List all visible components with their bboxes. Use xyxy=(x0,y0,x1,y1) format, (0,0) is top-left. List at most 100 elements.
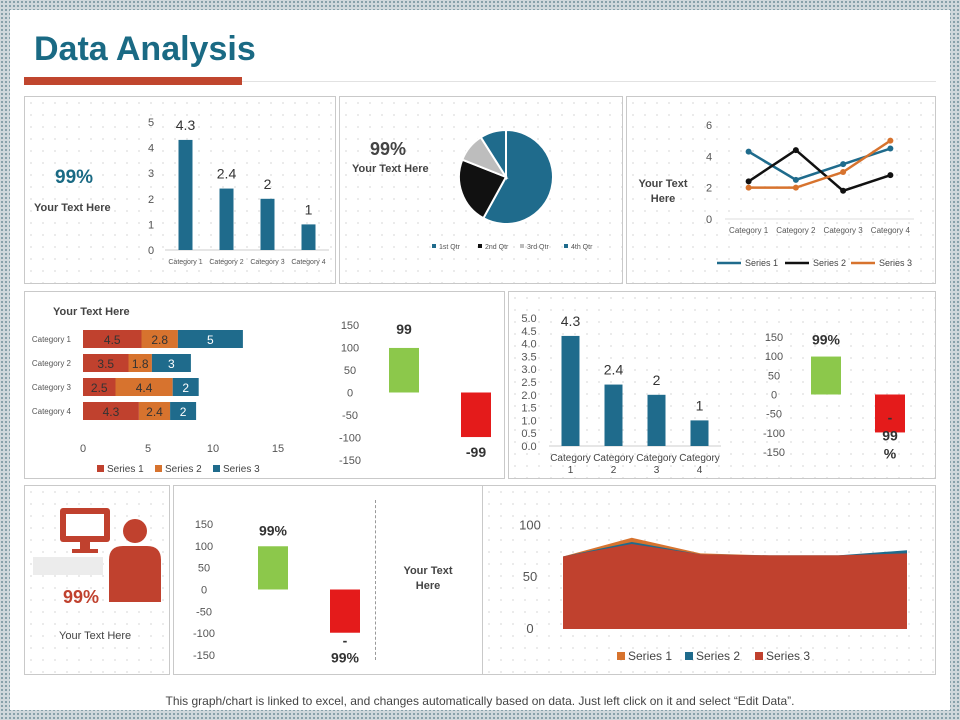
y-tick-label: -50 xyxy=(342,410,358,422)
person-body xyxy=(109,546,161,602)
data-point xyxy=(745,178,752,185)
x-tick-label: 4 xyxy=(697,465,703,476)
data-label: 1.8 xyxy=(132,357,149,371)
bar-chart-top-left[interactable]: 0 1 2 3 4 5 4.3 Category 1 2.4 Category 2 2 Categor… xyxy=(25,97,337,285)
y-tick-label: Category 3 xyxy=(32,383,72,392)
area-chart-bottom-right[interactable]: 100 50 0 Series 1 Series 2 Series 3 xyxy=(483,486,937,676)
panel-pie-top-middle[interactable]: 99% Your Text Here 1st Qtr 2nd Qtr 3rd Qtr… xyxy=(339,96,623,284)
series-line xyxy=(747,148,891,193)
negative-bar-label: - xyxy=(343,633,348,649)
positive-bar-label: 99% xyxy=(259,522,288,538)
stacked-bar-chart[interactable]: Category 1 4.5 2.8 5 Category 2 3.5 1.8 3 Catego… xyxy=(25,292,506,480)
y-tick-label: 50 xyxy=(523,569,537,584)
panel-text: Your Text Here xyxy=(352,163,429,175)
legend-label: Series 1 xyxy=(745,258,778,268)
legend-swatch xyxy=(520,244,524,248)
legend-label: Series 2 xyxy=(813,258,846,268)
x-tick-label: 1 xyxy=(568,465,574,476)
data-point xyxy=(840,187,847,194)
y-tick-label: 0 xyxy=(526,621,533,636)
panel-bar-top-left[interactable]: 99% Your Text Here 0 1 2 3 4 5 4.3 Category 1 2.… xyxy=(24,96,336,284)
legend-swatch xyxy=(432,244,436,248)
x-tick-label: 15 xyxy=(272,443,284,455)
y-tick-label: 1 xyxy=(148,219,154,231)
line-chart-top-right[interactable]: 0 2 4 6 Category 1 Category 2 Category 3 Catego… xyxy=(627,97,937,285)
bar xyxy=(219,188,234,250)
footer-note: This graph/chart is linked to excel, and… xyxy=(165,694,795,708)
y-tick-label: 4.5 xyxy=(521,326,536,338)
legend-swatch xyxy=(755,652,763,660)
bar xyxy=(561,335,580,446)
x-tick-label: 0 xyxy=(80,443,86,455)
panel-line-top-right[interactable]: Your Text Here 0 2 4 6 Category 1 Category 2 C… xyxy=(626,96,936,284)
y-tick-label: 100 xyxy=(765,351,783,363)
y-tick-label: 6 xyxy=(706,120,712,132)
data-label: 4.3 xyxy=(561,313,581,329)
legend-swatch xyxy=(617,652,625,660)
positive-bar xyxy=(811,356,841,395)
y-tick-label: 0 xyxy=(148,245,154,257)
legend-swatch xyxy=(155,465,162,472)
data-label: 3.5 xyxy=(97,357,114,371)
series-line xyxy=(747,147,891,182)
data-point xyxy=(792,147,799,154)
negative-bar-label: 99% xyxy=(331,650,360,666)
panel-text: Your Text Here xyxy=(34,202,111,214)
pie-chart-top-middle[interactable]: 1st Qtr 2nd Qtr 3rd Qtr 4th Qtr xyxy=(340,97,624,285)
bar-segment xyxy=(172,378,199,396)
y-tick-label: 3.5 xyxy=(521,351,536,363)
panel-divider xyxy=(375,500,376,660)
data-label: 2.4 xyxy=(604,362,624,378)
panel-text: Your Text Here xyxy=(59,630,132,642)
y-tick-label: Category 4 xyxy=(32,407,72,416)
bar-chart-mid-right[interactable]: 5.04.54.03.53.02.52.01.51.00.50.0 4.3 Cate… xyxy=(509,292,937,480)
panel-text: Your Text Here xyxy=(638,178,688,205)
pos-neg-chart-mid-right[interactable]: 150 100 50 0 -50 -100 -150 99% - 99% xyxy=(509,292,937,480)
bar xyxy=(690,420,709,446)
panel-area-bottom-right[interactable]: 100 50 0 Series 1 Series 2 Series 3 xyxy=(482,485,936,675)
person-at-computer-icon xyxy=(33,508,161,602)
y-tick-label: 0 xyxy=(771,390,777,402)
y-tick-label: 5.0 xyxy=(521,313,536,325)
panel-bar-mid-right[interactable]: 5.0 4.5 4.0 3.5 3.0 2.5 2.0 1.5 1.0 0.5 0.0 4.3 Cate… xyxy=(508,291,936,479)
y-tick-label: 100 xyxy=(519,517,541,532)
data-label: 2 xyxy=(264,176,272,192)
panel-text: Your Text Here xyxy=(403,565,453,592)
y-tick-label: -100 xyxy=(763,428,785,440)
x-tick-label: 2 xyxy=(611,465,617,476)
panel-pos-neg-bottom[interactable]: 150 100 50 0 -50 -100 -150 99% -99% Your Text He… xyxy=(173,485,486,675)
y-tick-label: -100 xyxy=(339,433,361,445)
x-tick-label: Category 4 xyxy=(871,226,911,235)
x-tick-label: Category 3 xyxy=(824,226,864,235)
y-tick-label: 3.0 xyxy=(521,364,536,376)
y-tick-label: 3 xyxy=(148,168,154,180)
y-tick-label: -150 xyxy=(193,650,215,662)
data-point xyxy=(745,148,752,155)
person-head xyxy=(123,519,147,543)
bar-segment xyxy=(177,330,243,348)
y-tick-label: -50 xyxy=(196,606,212,618)
panel-stacked-mid-left[interactable]: Your Text Here Category 1 4.5 2.8 5 Category… xyxy=(24,291,505,479)
data-label: 3 xyxy=(168,357,175,371)
x-tick-label: Category 1 xyxy=(729,226,769,235)
data-label: 1 xyxy=(305,201,313,217)
y-tick-label: 2 xyxy=(706,183,712,195)
legend-label: 3rd Qtr xyxy=(527,244,549,251)
y-tick-label: 5 xyxy=(148,117,154,129)
data-point xyxy=(887,145,894,152)
x-tick-label: Category 4 xyxy=(291,259,325,266)
title-divider xyxy=(24,81,936,82)
series-line xyxy=(748,139,892,189)
page-title: Data Analysis xyxy=(34,30,256,68)
positive-bar-label: 99% xyxy=(812,332,841,348)
legend-swatch xyxy=(478,244,482,248)
bar xyxy=(260,198,275,250)
negative-bar-label: -99 xyxy=(466,444,486,460)
legend-swatch xyxy=(97,465,104,472)
y-tick-label: 4.0 xyxy=(521,339,536,351)
y-tick-label: 0.0 xyxy=(521,441,536,453)
x-tick-label: Category 2 xyxy=(209,259,243,266)
legend-label: Series 3 xyxy=(766,649,810,663)
